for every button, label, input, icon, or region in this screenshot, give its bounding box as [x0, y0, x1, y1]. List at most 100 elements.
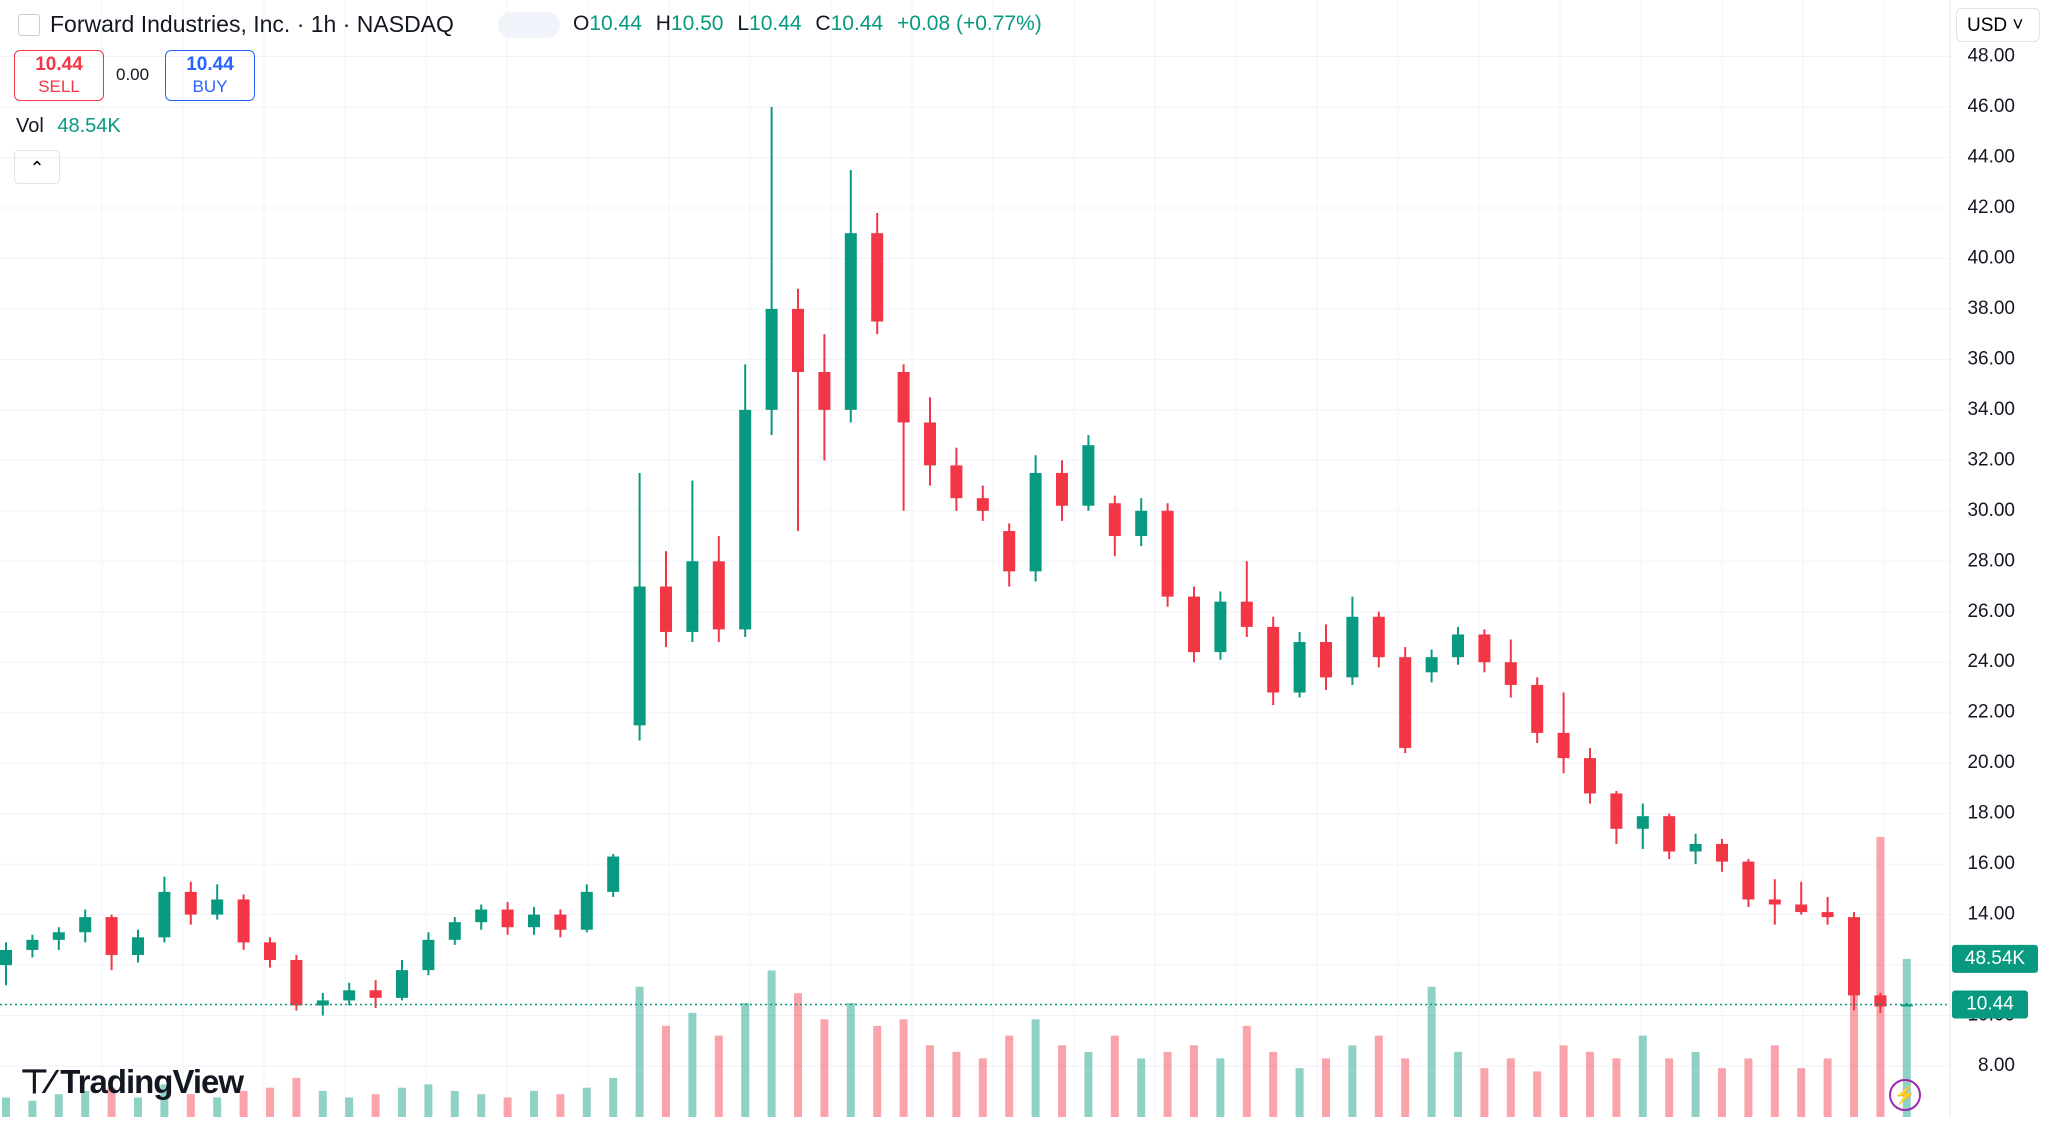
candle-body	[369, 990, 382, 998]
volume-bar	[1401, 1058, 1410, 1117]
candle-body	[1372, 616, 1385, 658]
buy-label: BUY	[192, 77, 228, 96]
candle-body	[1636, 816, 1649, 829]
volume-bar	[1163, 1051, 1172, 1117]
candle-body	[554, 914, 567, 930]
sell-button[interactable]: 10.44 SELL	[14, 50, 104, 101]
volume-label: Vol	[16, 115, 44, 137]
candle-body	[79, 917, 92, 933]
candle-body	[422, 939, 435, 971]
y-tick-label: 8.00	[1978, 1055, 2015, 1076]
volume-bar	[450, 1090, 459, 1117]
sell-label: SELL	[38, 77, 80, 96]
candle-body	[1267, 626, 1280, 693]
volume-bar	[1770, 1045, 1779, 1117]
close: 10.44	[830, 12, 884, 35]
volume-bar	[28, 1100, 37, 1117]
volume-bar	[239, 1090, 248, 1117]
last-price-box	[1952, 990, 2028, 1019]
candle-body	[1531, 684, 1544, 733]
logo: ⊤⁄ TradingView	[20, 1063, 244, 1100]
volume-bar	[318, 1090, 327, 1117]
volume-bar	[1638, 1035, 1647, 1117]
volume-bar	[1374, 1035, 1383, 1117]
volume-bar	[345, 1097, 354, 1117]
volume-bar	[1665, 1058, 1674, 1117]
volume-bar	[1559, 1045, 1568, 1117]
currency: USD	[1967, 15, 2008, 36]
volume-bar	[609, 1077, 618, 1117]
volume-bar	[978, 1058, 987, 1117]
candle-body	[237, 899, 250, 943]
candle-body	[1716, 843, 1728, 862]
candle-body	[1504, 662, 1517, 685]
o-label: O	[573, 12, 590, 35]
candle-body	[686, 561, 699, 632]
y-tick-label: 26.00	[1967, 601, 2015, 622]
h-label: H	[655, 12, 671, 35]
last-volume-label: 48.54K	[1965, 948, 2026, 969]
candle-body	[1082, 445, 1095, 506]
status-pill[interactable]	[498, 12, 560, 38]
volume-bar	[1348, 1045, 1357, 1117]
volume-bar	[1876, 836, 1885, 1117]
y-tick-label: 14.00	[1967, 904, 2015, 925]
currency-select[interactable]: USD ˅	[1956, 8, 2040, 42]
candle-body	[712, 561, 725, 630]
y-tick-label: 20.00	[1967, 752, 2015, 773]
candle-body	[1425, 657, 1438, 673]
candle-body	[976, 498, 989, 511]
volume-bar	[1454, 1051, 1462, 1117]
buy-price: 10.44	[186, 54, 234, 75]
volume-bar	[1190, 1045, 1198, 1117]
collapse-button[interactable]: ⌃	[14, 150, 60, 184]
volume-bar	[371, 1094, 380, 1117]
candle-body	[290, 960, 303, 1006]
volume-bar	[846, 1003, 855, 1117]
y-tick-label: 32.00	[1967, 449, 2015, 470]
spread: 0.00	[116, 65, 150, 84]
candle-body	[1874, 995, 1887, 1007]
candle-body	[316, 1000, 329, 1006]
candle-body	[1346, 616, 1359, 678]
symbol-icon[interactable]	[18, 14, 40, 36]
candle-body	[924, 422, 936, 466]
candle-body	[528, 914, 540, 928]
candle-body	[1742, 861, 1755, 900]
volume-bar	[1797, 1068, 1806, 1117]
candle-body	[1108, 503, 1121, 537]
candle-body	[26, 939, 39, 950]
candle-body	[818, 371, 831, 410]
volume-bar	[1612, 1058, 1621, 1117]
symbol-title[interactable]: Forward Industries, Inc. · 1h · NASDAQ	[50, 11, 454, 37]
candle-body	[1610, 793, 1623, 829]
candle-body	[1821, 912, 1834, 918]
candle-body	[792, 308, 804, 372]
volume-bar	[635, 986, 644, 1117]
candle-body	[1557, 732, 1570, 759]
candle-body	[1320, 642, 1332, 678]
low: 10.44	[749, 12, 802, 35]
last-price-label: 10.44	[1966, 993, 2014, 1014]
volume-bar	[1084, 1051, 1093, 1117]
candle-body	[1135, 510, 1148, 537]
volume-bar	[1005, 1035, 1014, 1117]
volume-bar	[1031, 1019, 1040, 1117]
candle-body	[1900, 1004, 1913, 1007]
candle-body	[264, 942, 276, 961]
candle-body	[105, 917, 118, 955]
candle-body	[1029, 472, 1042, 572]
candle-body	[607, 856, 620, 892]
lightning-button[interactable]: ⚡	[1889, 1079, 1921, 1111]
l-label: L	[737, 12, 750, 35]
buy-button[interactable]: 10.44 BUY	[165, 50, 255, 101]
candle-body	[1768, 899, 1781, 905]
y-tick-label: 16.00	[1967, 853, 2015, 874]
candle-body	[211, 899, 224, 915]
candle-body	[1214, 601, 1227, 653]
volume-bar	[81, 1090, 90, 1117]
volume-bar	[54, 1094, 63, 1117]
volume-bar	[424, 1084, 433, 1117]
candle-body	[0, 949, 12, 966]
